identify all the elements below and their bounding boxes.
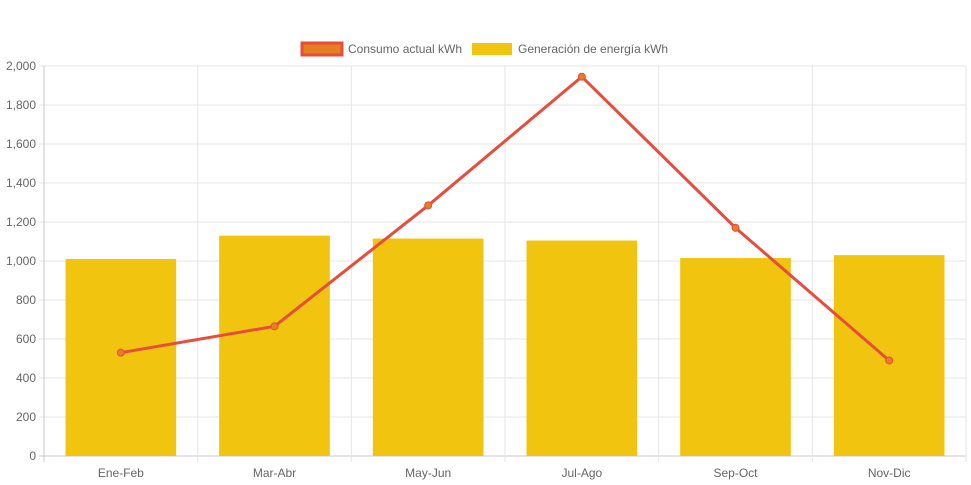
x-axis-tick-labels: Ene-Feb Mar-Abr May-Jun Jul-Ago Sep-Oct Nov-D…	[98, 466, 911, 480]
point-consumo[interactable]	[731, 223, 740, 232]
bar-generacion[interactable]	[680, 258, 791, 456]
point-consumo[interactable]	[116, 348, 125, 357]
bar-generacion[interactable]	[833, 255, 945, 456]
chart-legend[interactable]: Consumo actual kWh Generación de energía…	[300, 41, 668, 57]
point-consumo[interactable]	[885, 356, 894, 365]
x-tick-label: Ene-Feb	[98, 466, 144, 480]
y-tick-label: 1,400	[6, 176, 36, 190]
line-consumo	[120, 75, 891, 362]
y-tick-label: 800	[16, 293, 36, 307]
y-tick-label: 2,000	[6, 59, 36, 73]
y-tick-label: 1,000	[6, 254, 36, 268]
point-consumo[interactable]	[424, 201, 433, 210]
bar-series-generacion	[65, 235, 945, 456]
x-tick-label: May-Jun	[405, 466, 451, 480]
point-consumo[interactable]	[577, 72, 586, 81]
legend-label-generacion: Generación de energía kWh	[518, 42, 668, 56]
legend-item-generacion[interactable]: Generación de energía kWh	[472, 42, 668, 56]
bar-generacion[interactable]	[526, 240, 638, 456]
x-tick-label: Sep-Oct	[713, 466, 758, 480]
x-tick-label: Nov-Dic	[868, 466, 911, 480]
y-tick-label: 1,600	[6, 137, 36, 151]
bar-generacion[interactable]	[372, 238, 484, 456]
legend-label-consumo: Consumo actual kWh	[348, 42, 462, 56]
x-tick-label: Jul-Ago	[561, 466, 602, 480]
y-tick-label: 0	[29, 449, 36, 463]
legend-item-consumo[interactable]: Consumo actual kWh	[300, 41, 462, 57]
y-tick-label: 200	[16, 410, 36, 424]
legend-swatch-consumo	[300, 41, 344, 57]
x-tick-label: Mar-Abr	[253, 466, 296, 480]
bar-generacion[interactable]	[65, 259, 177, 456]
y-tick-label: 1,800	[6, 98, 36, 112]
line-series-consumo	[116, 72, 894, 365]
bar-generacion[interactable]	[219, 235, 330, 456]
chart-grid	[39, 65, 967, 462]
point-consumo[interactable]	[270, 322, 279, 331]
y-tick-label: 1,200	[6, 215, 36, 229]
y-axis-tick-labels: 0 200 400 600 800 1,000 1,200 1,400 1,600 1,800 2,…	[6, 59, 36, 463]
y-tick-label: 600	[16, 332, 36, 346]
y-tick-label: 400	[16, 371, 36, 385]
legend-swatch-generacion	[472, 43, 512, 55]
